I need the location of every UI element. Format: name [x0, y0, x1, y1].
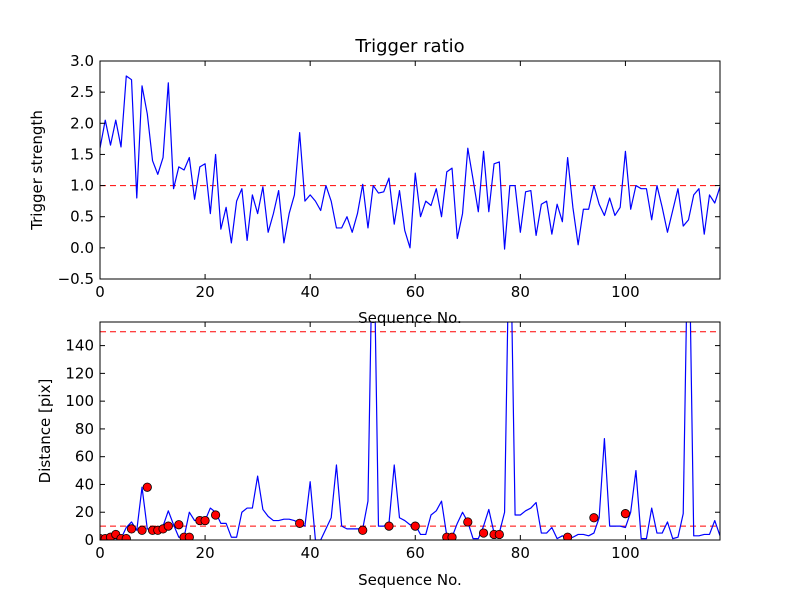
bottom-data-point: [494, 529, 504, 540]
bottom-data-point: [184, 532, 194, 540]
bottom-y-tick-label: 140: [65, 337, 94, 355]
bottom-data-point: [142, 482, 152, 492]
top-series-line: [100, 75, 720, 250]
bottom-x-axis-label: Sequence No.: [358, 571, 462, 589]
top-x-tick-label: 100: [611, 283, 640, 301]
bottom-data-point: [174, 520, 184, 530]
bottom-data-point: [210, 510, 221, 520]
bottom-x-tick-label: 60: [406, 544, 425, 562]
top-y-axis-label: Trigger strength: [28, 110, 46, 231]
bottom-data-point: [463, 517, 473, 527]
bottom-data-point: [589, 513, 599, 523]
bottom-x-tick-label: 40: [301, 544, 320, 562]
top-y-tick-label: 1.5: [70, 145, 94, 163]
top-y-tick-label: 2.5: [70, 83, 94, 101]
bottom-data-point: [126, 524, 137, 534]
top-y-tick-label: 3.0: [70, 52, 94, 70]
bottom-x-tick-label: 20: [196, 544, 215, 562]
top-x-axis-label: Sequence No.: [358, 309, 462, 327]
bottom-y-tick-label: 120: [65, 364, 94, 382]
bottom-y-tick-label: 80: [75, 420, 94, 438]
bottom-data-point: [620, 509, 631, 519]
bottom-axis-ticks: 0 20 40 60 80 100 0 20 40 60 80 100 120 140: [65, 322, 720, 562]
top-plot-frame: [99, 60, 721, 280]
top-y-tick-label: 2.0: [70, 114, 94, 132]
bottom-data-point: [163, 521, 173, 531]
bottom-y-tick-label: 40: [75, 475, 94, 493]
bottom-data-point: [447, 532, 457, 540]
bottom-plot-frame: [99, 321, 721, 541]
bottom-x-tick-label: 80: [511, 544, 530, 562]
top-x-tick-label: 20: [196, 283, 215, 301]
bottom-data-point: [121, 534, 131, 540]
top-y-tick-label: 1.0: [70, 177, 94, 195]
bottom-data-point: [358, 525, 368, 535]
top-y-tick-label: −0.5: [58, 270, 94, 288]
bottom-data-point: [137, 525, 147, 535]
bottom-data-point: [563, 532, 573, 540]
bottom-x-tick-label: 100: [611, 544, 640, 562]
top-x-tick-label: 40: [301, 283, 320, 301]
bottom-data-point: [410, 521, 420, 531]
bottom-x-tick-label: 0: [95, 544, 105, 562]
bottom-plot-area: [100, 322, 720, 540]
bottom-y-tick-label: 100: [65, 392, 94, 410]
top-plot-area: [100, 75, 720, 250]
bottom-data-point: [295, 518, 305, 528]
bottom-data-point: [200, 515, 210, 526]
bottom-y-tick-label: 0: [84, 531, 94, 549]
top-x-tick-label: 0: [95, 283, 105, 301]
top-x-tick-label: 80: [511, 283, 530, 301]
bottom-data-point: [384, 521, 394, 531]
bottom-y-tick-label: 60: [75, 448, 94, 466]
bottom-y-axis-label: Distance [pix]: [36, 379, 54, 484]
top-chart-title: Trigger ratio: [354, 36, 464, 57]
bottom-y-tick-label: 20: [75, 503, 94, 521]
bottom-data-point: [478, 528, 489, 538]
bottom-chart: 0 20 40 60 80 100 0 20 40 60 80 100 120 140 Sequence …: [36, 321, 721, 589]
top-axis-ticks: 0 20 40 60 80 100 −0.5 0.0 0.5 1.0 1.5 2.0 2.5 3.0: [58, 52, 720, 301]
top-y-tick-label: 0.0: [70, 239, 94, 257]
top-y-tick-label: 0.5: [70, 208, 94, 226]
top-x-tick-label: 60: [406, 283, 425, 301]
